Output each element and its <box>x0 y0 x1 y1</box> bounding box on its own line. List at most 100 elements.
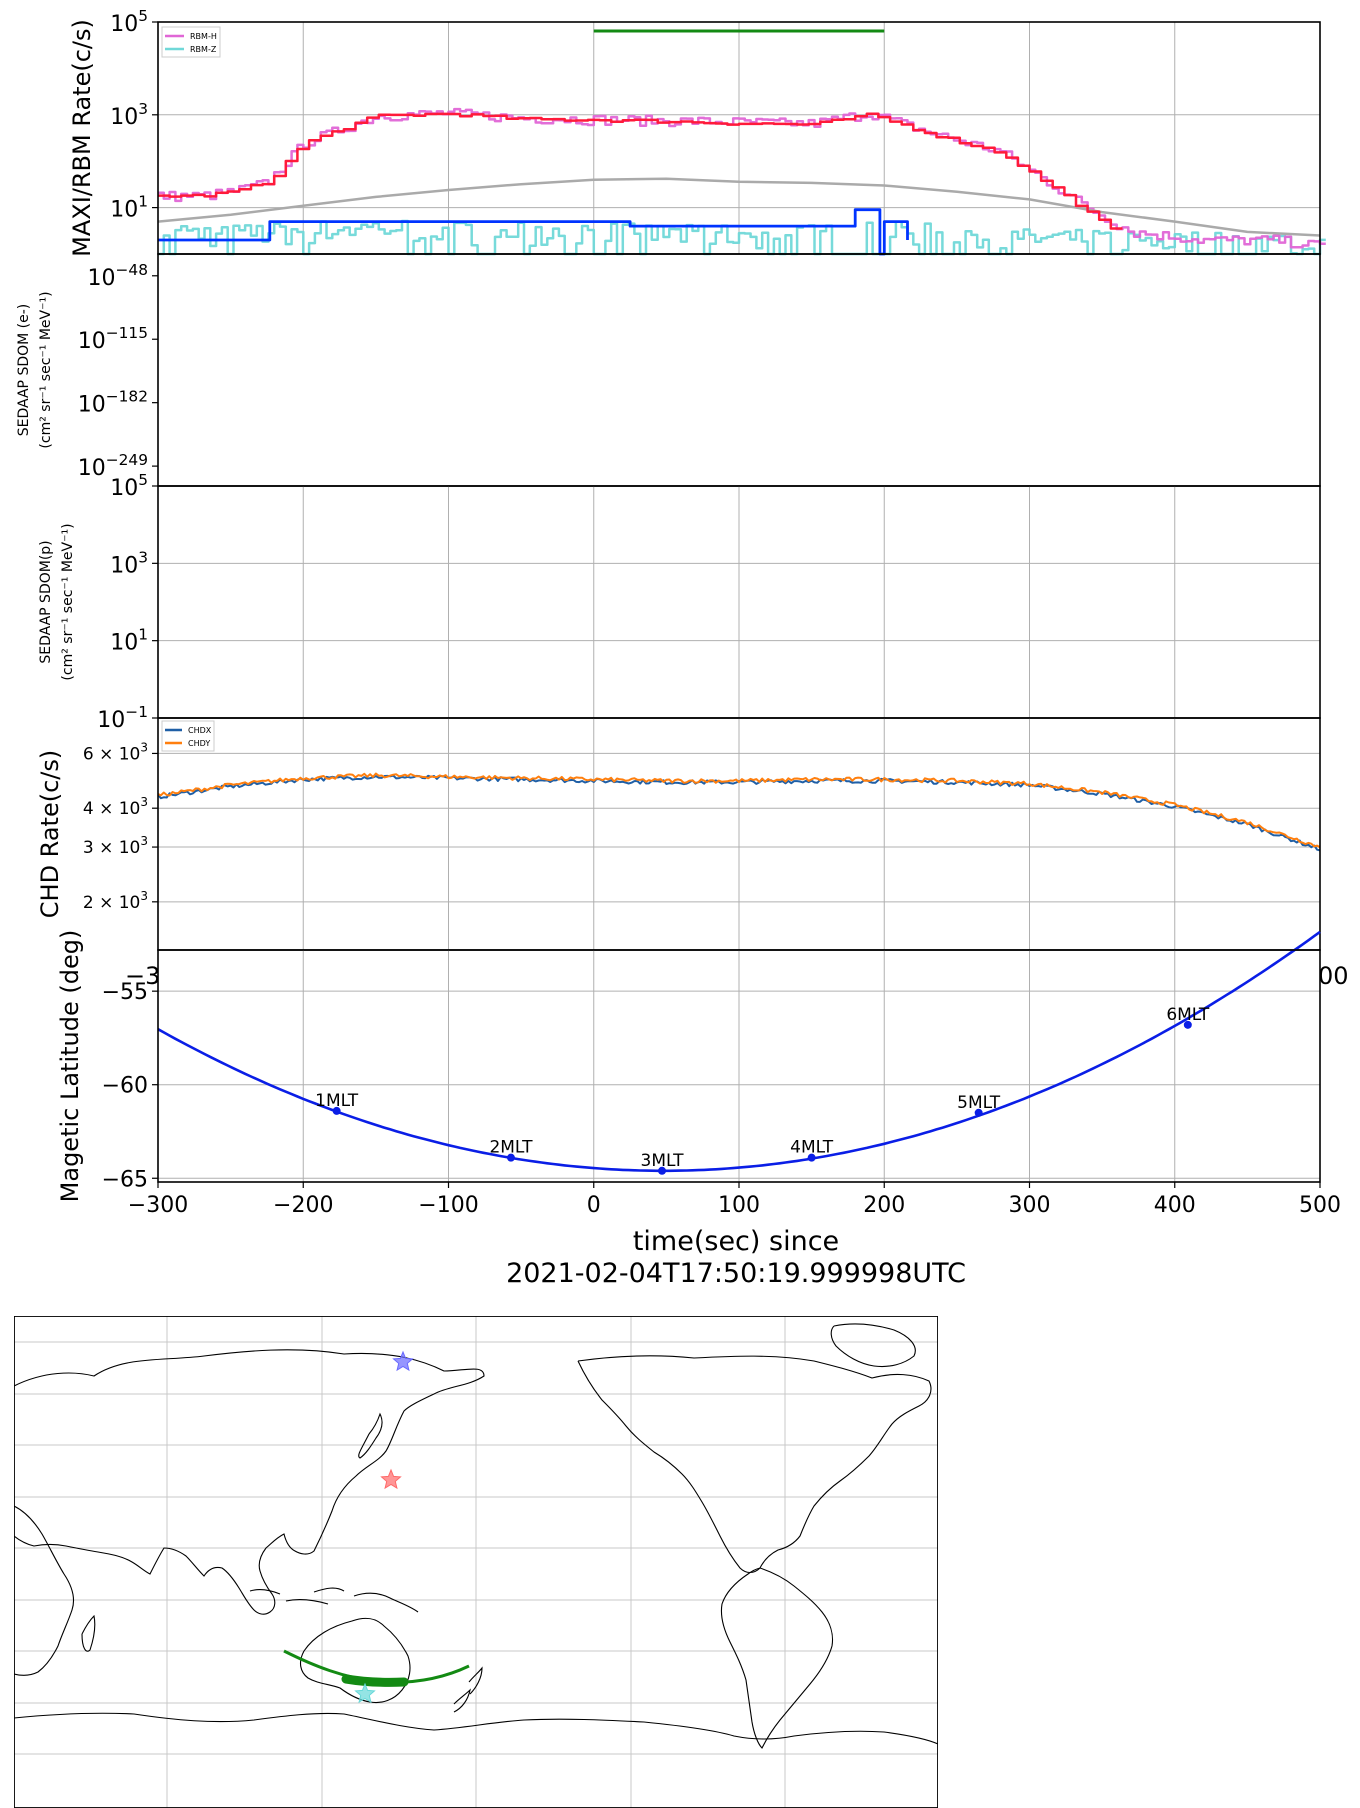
ground-track-observation <box>341 1674 409 1687</box>
y-tick-label: 105 <box>110 7 148 37</box>
x-tick-label: 200 <box>863 1193 905 1218</box>
sdom-e-y-axis-units: (cm² sr⁻¹ sec⁻¹ MeV⁻¹) <box>38 291 54 448</box>
legend-chdy-label: CHDY <box>188 739 210 748</box>
series-rbm-z-smoothed <box>158 208 909 256</box>
map-grid <box>14 1316 938 1808</box>
y-tick-label: 101 <box>110 626 148 656</box>
landmass-europe-asia <box>14 1349 485 1615</box>
landmass-antarctica <box>14 1712 938 1745</box>
x-tick-label: 400 <box>1154 1193 1196 1218</box>
y-tick-label: 10−182 <box>78 388 148 418</box>
panel-sdom-e-y-ticks: 10−48 10−115 10−182 10−249 <box>78 261 158 481</box>
mlt-label: 1MLT <box>315 1091 359 1111</box>
map-markers <box>354 1350 414 1704</box>
map-star-marker-red <box>380 1468 402 1490</box>
landmass-south-america <box>720 1567 834 1749</box>
panel-mlat-series: 1MLT 2MLT 3MLT 4MLT 5MLT 6MLT <box>157 930 1321 1175</box>
mlt-marker <box>807 1153 816 1162</box>
panel-mlat-grid <box>158 950 1320 1182</box>
panel-mlat-x-ticks: −300 −200 −100 0 100 200 300 400 500 <box>128 1182 1341 1218</box>
map-coastlines <box>14 1323 938 1749</box>
mlt-marker <box>332 1106 341 1115</box>
landmass-africa-east <box>14 1505 75 1676</box>
mlt-marker <box>974 1108 983 1117</box>
landmass-madagascar <box>81 1614 96 1652</box>
landmass-new-zealand <box>453 1666 483 1713</box>
mlt-marker <box>658 1166 667 1175</box>
panel-chd-series <box>157 772 1321 852</box>
panel-sdom-electrons: 10−48 10−115 10−182 10−249 SEDAAP SDOM (e-)… <box>16 253 1321 487</box>
legend-rbm-h-label: RBM-H <box>190 32 217 41</box>
landmass-australia <box>299 1617 411 1704</box>
series-background-model <box>157 177 1321 237</box>
series-rbm-h-smoothed <box>158 112 1123 230</box>
landmass-north-america <box>577 1355 932 1574</box>
panel-sdom-p-grid <box>158 485 1320 719</box>
y-tick-label: 10−1 <box>97 703 148 733</box>
mlt-label: 6MLT <box>1166 1005 1210 1025</box>
overlap-tick-fragment-right: 00 <box>1318 962 1349 990</box>
x-tick-label: −300 <box>128 1193 188 1218</box>
y-tick-label: 6 × 103 <box>83 740 148 764</box>
series-chdy <box>157 772 1321 849</box>
panel-chd-y-ticks: 2 × 103 3 × 103 4 × 103 6 × 103 <box>83 740 158 913</box>
legend-chdx-label: CHDX <box>188 726 212 735</box>
panel-mlat-y-ticks: −55 −60 −65 <box>102 980 158 1192</box>
panel-rbm-y-ticks: 101 103 105 <box>110 7 158 223</box>
x-tick-label: 0 <box>587 1193 601 1218</box>
map-star-marker-blue <box>392 1350 414 1372</box>
y-tick-label: −65 <box>102 1167 148 1192</box>
x-axis-label: time(sec) since <box>633 1226 839 1257</box>
panel-rbm-series <box>157 29 1326 256</box>
mlt-marker <box>1183 1020 1192 1029</box>
y-tick-label: 10−249 <box>78 451 148 481</box>
series-rbm-h <box>158 107 1326 249</box>
chd-legend: CHDX CHDY <box>161 720 215 752</box>
y-tick-label: −60 <box>102 1074 148 1099</box>
mlt-label: 4MLT <box>790 1138 834 1158</box>
series-rbm-z <box>158 219 1326 256</box>
panel-sdom-p-y-ticks: 10−1 101 103 105 <box>97 471 158 733</box>
sdom-e-y-axis-label: SEDAAP SDOM (e-) <box>16 304 32 437</box>
y-tick-label: 3 × 103 <box>83 834 148 858</box>
y-tick-label: 101 <box>110 193 148 223</box>
mlat-y-axis-label: Magetic Latitude (deg) <box>56 930 84 1203</box>
overlap-tick-fragment-left: −3 <box>125 962 160 990</box>
rbm-legend: RBM-H RBM-Z <box>161 26 221 58</box>
orbit-map <box>14 1316 938 1808</box>
sdom-p-y-axis-units: (cm² sr⁻¹ sec⁻¹ MeV⁻¹) <box>60 523 76 680</box>
x-tick-label: −100 <box>418 1193 478 1218</box>
landmass-indonesia <box>249 1587 419 1613</box>
mlt-marker <box>506 1153 515 1162</box>
y-tick-label: 2 × 103 <box>83 889 148 913</box>
map-star-marker-cyan <box>354 1682 376 1704</box>
y-tick-label: 10−115 <box>78 324 148 354</box>
mlt-label: 5MLT <box>957 1093 1001 1113</box>
panel-sdom-protons: 10−1 101 103 105 SEDAAP SDOM(p) (cm² sr⁻¹ s… <box>38 471 1321 733</box>
rbm-y-axis-label: MAXI/RBM Rate(c/s) <box>68 19 96 257</box>
x-axis-label-epoch: 2021-02-04T17:50:19.999998UTC <box>506 1258 966 1289</box>
landmass-greenland <box>830 1323 916 1368</box>
y-tick-label: 103 <box>110 100 148 130</box>
panel-chd-grid <box>158 718 1320 950</box>
x-tick-label: −200 <box>273 1193 333 1218</box>
sdom-p-y-axis-label: SEDAAP SDOM(p) <box>38 540 54 663</box>
series-magnetic-latitude <box>157 930 1321 1173</box>
chd-y-axis-label: CHD Rate(c/s) <box>36 750 64 918</box>
y-tick-label: 4 × 103 <box>83 795 148 819</box>
x-tick-label: 100 <box>718 1193 760 1218</box>
panel-rbm-rate: 101 103 105 RBM-H RBM-Z MAXI/RBM Rate(c/s) <box>68 7 1326 257</box>
orbit-ground-track <box>283 1649 470 1687</box>
legend-rbm-z-label: RBM-Z <box>190 45 217 54</box>
x-tick-label: 500 <box>1299 1193 1341 1218</box>
x-tick-label: 300 <box>1009 1193 1051 1218</box>
landmass-japan <box>358 1412 383 1459</box>
mlt-label: 3MLT <box>641 1151 685 1171</box>
y-tick-label: 103 <box>110 548 148 578</box>
y-tick-label: 105 <box>110 471 148 501</box>
mlt-label: 2MLT <box>489 1138 533 1158</box>
y-tick-label: 10−48 <box>88 261 148 291</box>
y-tick-label: −55 <box>102 980 148 1005</box>
